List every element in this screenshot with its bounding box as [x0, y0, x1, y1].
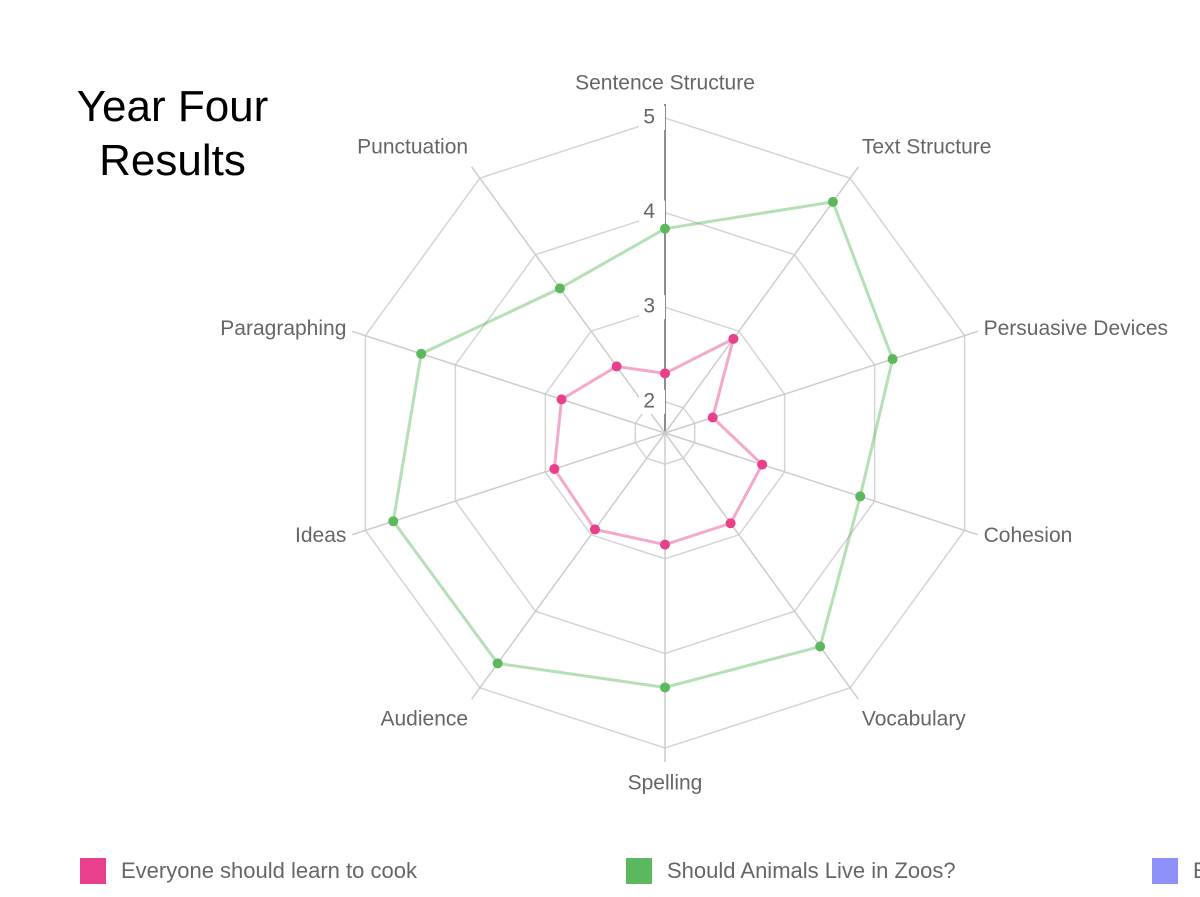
axis-spoke [351, 330, 666, 434]
chart-title: Year Four Results [76, 82, 269, 185]
r-tick-label: 2 [643, 389, 655, 412]
axis-spoke [664, 432, 979, 536]
data-point [660, 368, 670, 379]
data-point [725, 518, 736, 529]
axis-label: Spelling [628, 772, 703, 795]
r-tick-label: 4 [643, 200, 655, 223]
data-point [492, 658, 503, 669]
data-point [855, 491, 866, 502]
axis-spoke [471, 432, 666, 700]
data-point [660, 223, 670, 234]
axis-label: Audience [381, 708, 469, 731]
data-point [815, 641, 826, 652]
data-point [707, 412, 718, 423]
axis-spoke [664, 166, 859, 434]
axis-label: Sentence Structure [575, 72, 755, 95]
tick-backdrop [639, 200, 665, 225]
axis-label: Vocabulary [862, 708, 966, 731]
axis-label: Ideas [295, 524, 346, 547]
r-tick-label: 5 [643, 106, 655, 129]
axis-label: Punctuation [357, 136, 468, 159]
axis-spoke [351, 432, 666, 536]
r-tick-label: 3 [643, 295, 655, 318]
data-point [887, 354, 898, 365]
axis-label: Text Structure [862, 136, 992, 159]
data-point [611, 361, 622, 372]
axis-label: Cohesion [984, 524, 1073, 547]
data-point [827, 196, 838, 207]
data-point [589, 524, 600, 535]
axis-spoke [664, 432, 859, 700]
axis-spoke [471, 166, 666, 434]
axis-label: Persuasive Devices [984, 317, 1168, 340]
data-point [660, 539, 670, 550]
legend-label: E [1193, 858, 1200, 883]
data-point [554, 283, 565, 294]
axis-label: Paragraphing [220, 317, 346, 340]
legend-swatch [80, 858, 106, 884]
legend-swatch [1152, 858, 1178, 884]
data-point [549, 463, 560, 474]
series-line [391, 200, 895, 689]
tick-backdrop [639, 106, 665, 130]
data-point [660, 682, 670, 693]
data-point [728, 333, 739, 344]
legend-swatch [626, 858, 652, 884]
data-point [556, 394, 567, 405]
legend-label: Everyone should learn to cook [121, 858, 418, 883]
tick-backdrop [639, 295, 665, 320]
data-point [416, 348, 427, 359]
data-point [388, 516, 399, 527]
data-point [757, 459, 768, 470]
tick-backdrop [639, 389, 665, 414]
legend-label: Should Animals Live in Zoos? [667, 858, 956, 883]
